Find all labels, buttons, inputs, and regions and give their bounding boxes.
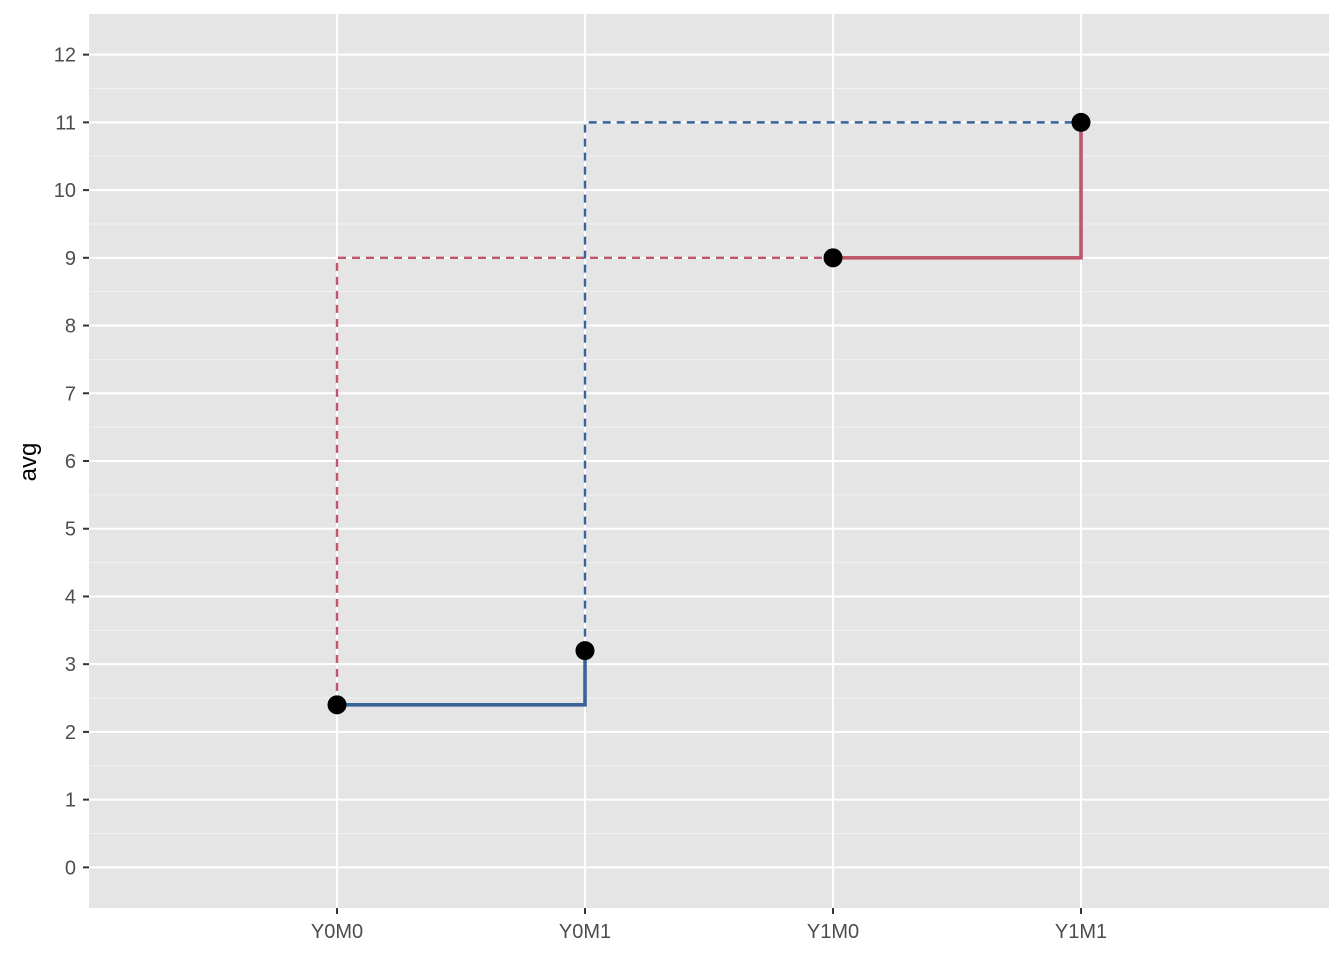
dashed-series-line xyxy=(335,256,833,705)
y-axis-title: avg xyxy=(15,443,42,482)
x-tick-label: Y1M1 xyxy=(1055,921,1107,943)
series-lines xyxy=(335,121,1083,707)
y-tick-label: 3 xyxy=(65,654,76,676)
dashed-series-line xyxy=(583,121,1081,651)
y-tick-label: 11 xyxy=(55,112,76,134)
x-tick-label: Y1M0 xyxy=(807,921,859,943)
y-tick-label: 0 xyxy=(65,857,76,879)
data-point xyxy=(327,695,347,715)
x-tick-label: Y0M1 xyxy=(559,921,611,943)
x-tick-label: Y0M0 xyxy=(311,921,363,943)
solid-series-line xyxy=(833,122,1083,260)
x-axis: Y0M0 Y0M1 Y1M0 Y1M1 xyxy=(311,908,1107,943)
y-tick-label: 4 xyxy=(65,586,76,608)
y-tick-label: 8 xyxy=(65,316,76,338)
y-tick-label: 2 xyxy=(65,722,76,744)
y-tick-label: 12 xyxy=(54,45,76,67)
y-tick-label: 1 xyxy=(65,790,76,812)
data-point xyxy=(1071,112,1091,132)
data-points xyxy=(327,112,1091,715)
y-tick-label: 10 xyxy=(54,180,76,202)
data-point xyxy=(575,641,595,661)
data-point xyxy=(823,248,843,268)
y-tick-label: 5 xyxy=(65,519,76,541)
y-tick-label: 9 xyxy=(65,248,76,270)
grid-lines xyxy=(89,14,1329,908)
y-tick-label: 6 xyxy=(65,451,76,473)
y-tick-label: 7 xyxy=(65,383,76,405)
solid-series-line xyxy=(337,650,587,707)
